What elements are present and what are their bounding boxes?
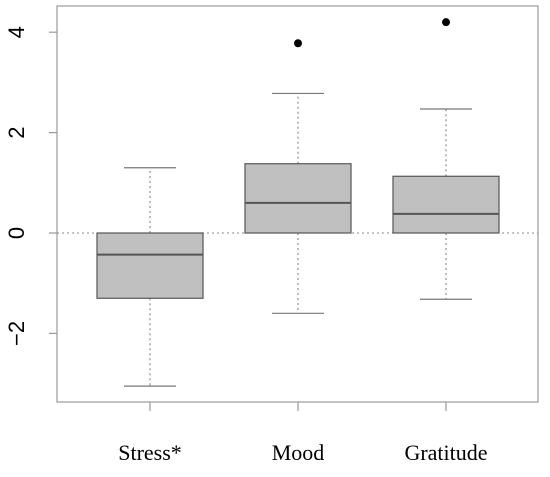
box-gratitude <box>392 175 500 234</box>
outlier-gratitude <box>442 18 450 27</box>
box-stress <box>96 232 204 299</box>
x-tick-label-mood: Mood <box>272 440 325 465</box>
box-mood <box>244 163 352 234</box>
outlier-mood <box>294 39 302 48</box>
x-tick-label-stress: Stress* <box>118 440 182 465</box>
x-tick-label-gratitude: Gratitude <box>404 440 487 465</box>
y-tick-label: 2 <box>4 126 29 138</box>
y-tick-label: −2 <box>4 321 29 346</box>
y-tick-label: 4 <box>4 26 29 38</box>
y-tick-label: 0 <box>4 227 29 239</box>
